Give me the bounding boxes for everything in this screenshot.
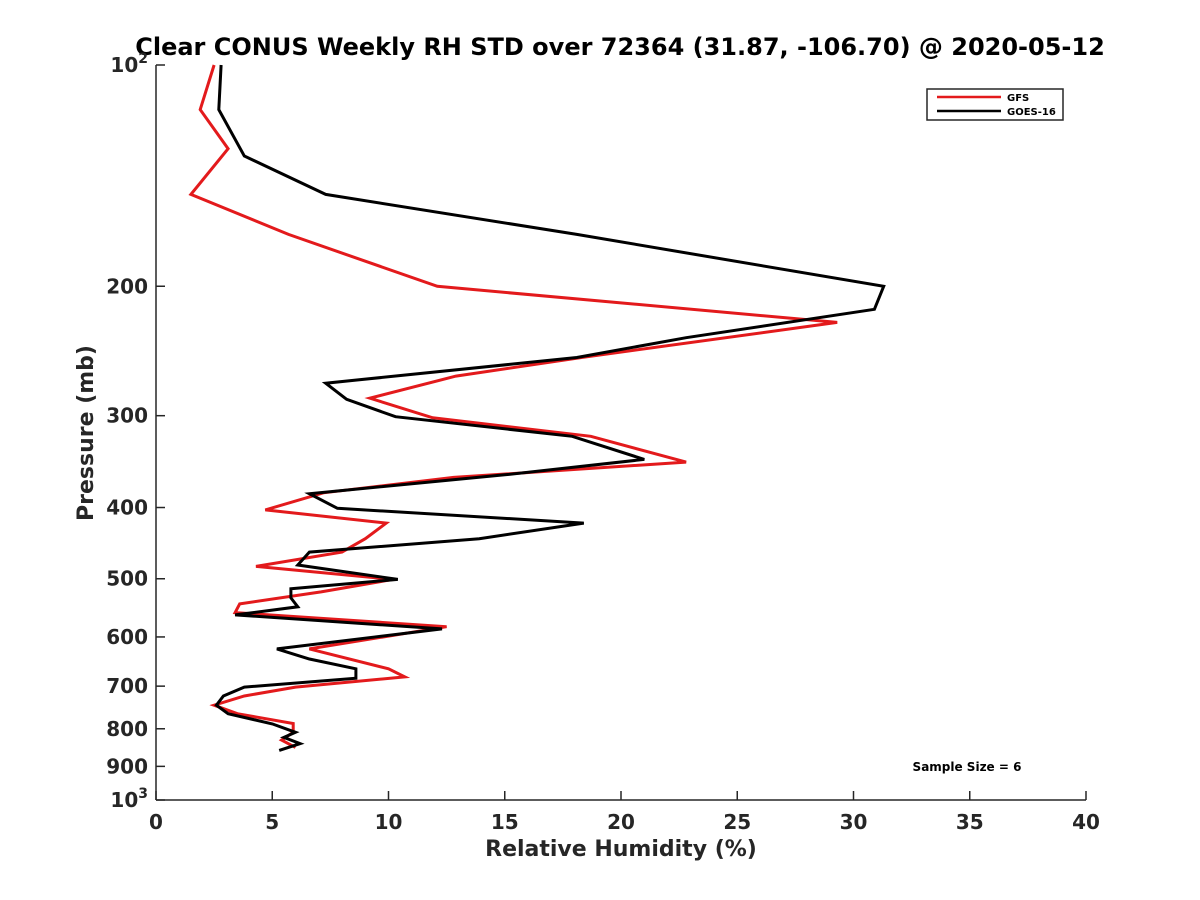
- y-tick-label: 400: [106, 496, 148, 520]
- x-tick-label: 30: [840, 810, 868, 834]
- x-tick-label: 15: [491, 810, 519, 834]
- legend-label-goes16: GOES-16: [1007, 107, 1056, 118]
- legend-box: [926, 88, 1064, 121]
- y-tick-label: 300: [106, 404, 148, 428]
- series-line-gfs: [188, 64, 838, 749]
- y-tick-label: 500: [106, 567, 148, 591]
- chart-title: Clear CONUS Weekly RH STD over 72364 (31…: [135, 33, 1105, 61]
- y-tick-label: 103: [110, 786, 148, 812]
- x-tick-label: 20: [607, 810, 635, 834]
- y-tick-label: 700: [106, 674, 148, 698]
- y-tick-label: 600: [106, 625, 148, 649]
- x-tick-label: 25: [723, 810, 751, 834]
- y-tick-label: 200: [106, 274, 148, 298]
- legend: GFS GOES-16: [926, 88, 1064, 121]
- x-ticks: 0 5 10 15 20 25 30 35 40: [149, 791, 1100, 834]
- y-tick-label: 800: [106, 717, 148, 741]
- x-tick-label: 40: [1072, 810, 1100, 834]
- sample-size-annotation: Sample Size = 6: [913, 760, 1022, 774]
- x-tick-label: 10: [375, 810, 403, 834]
- y-tick-label: 900: [106, 754, 148, 778]
- x-tick-label: 35: [956, 810, 984, 834]
- y-axis-label: Pressure (mb): [74, 345, 99, 521]
- x-axis-label: Relative Humidity (%): [485, 837, 757, 862]
- x-tick-label: 5: [265, 810, 279, 834]
- y-ticks: 102 200 300 400 500 600 700 800 900 103: [106, 51, 165, 812]
- legend-label-gfs: GFS: [1007, 93, 1029, 104]
- axes: [155, 65, 1086, 801]
- x-tick-label: 0: [149, 810, 163, 834]
- y-tick-label: 102: [110, 51, 148, 77]
- plot-lines: [188, 64, 886, 752]
- series-line-goes16: [214, 64, 886, 752]
